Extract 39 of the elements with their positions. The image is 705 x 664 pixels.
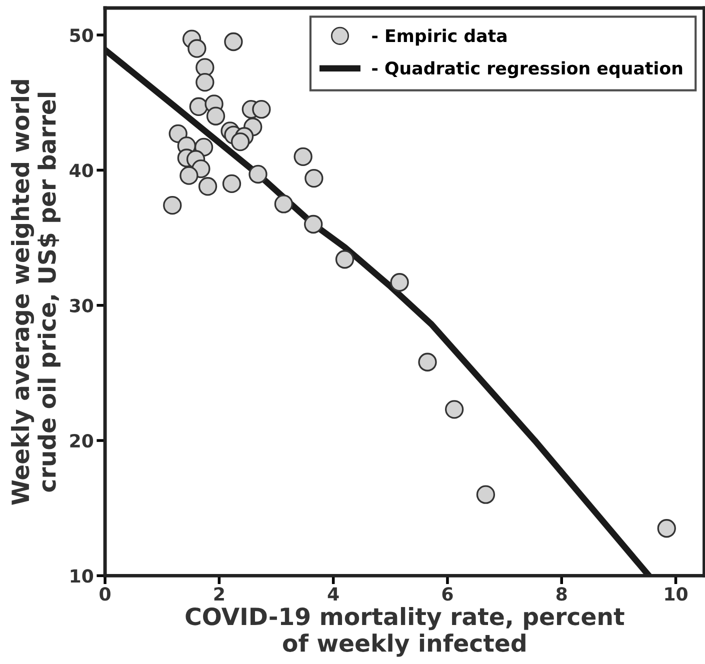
point [196,72,214,92]
x-axis-title: COVID-19 mortality rate, percent of weekly infected [186,607,624,657]
y-tick-label: 20 [70,434,94,448]
x-tick-label: 6 [442,587,453,601]
point [304,168,324,188]
y-tick-label: 50 [70,28,94,42]
point [198,177,218,196]
point [335,250,354,269]
legend-label: - Empiric data [372,28,506,46]
point [248,164,268,184]
legend-label: - Quadratic regression equation [372,61,682,78]
y-tick-label: 30 [70,298,94,312]
x-tick-label: 0 [100,587,110,601]
y-tick-label: 10 [70,569,94,583]
point [224,32,243,52]
point [163,196,182,215]
point [180,166,198,185]
x-tick-label: 10 [665,587,688,601]
point [657,519,676,538]
x-tick-label: 2 [214,587,224,601]
point [294,147,312,166]
y-tick-label: 40 [70,164,94,178]
point [189,97,208,116]
point [206,106,226,126]
x-tick-label: 8 [556,587,567,601]
point [418,352,437,372]
point [230,132,250,152]
point [444,400,464,419]
point [196,58,214,77]
y-axis-title: Weekly average weighted world crude oil price, US$ per barrel [11,80,60,505]
point [188,39,206,58]
point [304,214,323,234]
x-tick-label: 4 [328,587,339,601]
point [274,194,294,214]
point [390,273,409,292]
point [222,174,242,194]
point [252,100,271,119]
point [476,485,496,504]
point [168,124,188,144]
